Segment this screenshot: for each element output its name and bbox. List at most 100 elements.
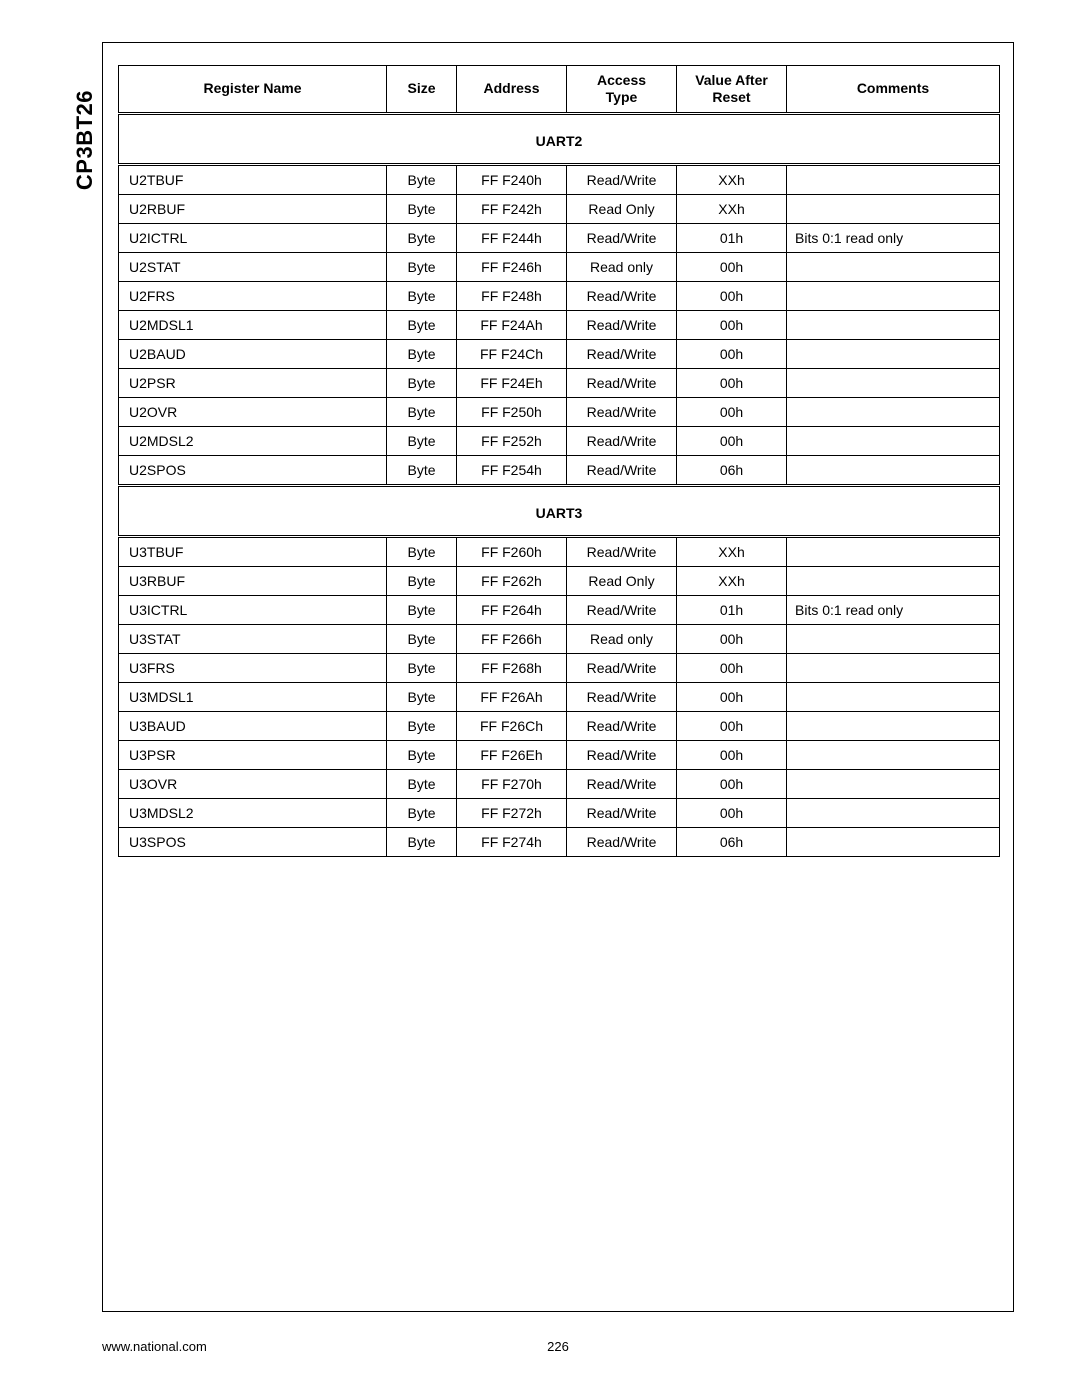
cell-register-name: U2ICTRL xyxy=(119,223,387,252)
cell-register-name: U2TBUF xyxy=(119,164,387,194)
section-header: UART3 xyxy=(119,485,1000,536)
cell-access: Read/Write xyxy=(567,339,677,368)
col-address: Address xyxy=(457,66,567,114)
cell-comment xyxy=(787,426,1000,455)
cell-comment xyxy=(787,281,1000,310)
cell-access: Read/Write xyxy=(567,536,677,566)
table-header: Register Name Size Address AccessType Va… xyxy=(119,66,1000,114)
cell-value: 06h xyxy=(677,827,787,856)
cell-access: Read only xyxy=(567,252,677,281)
cell-access: Read/Write xyxy=(567,653,677,682)
cell-size: Byte xyxy=(387,536,457,566)
cell-size: Byte xyxy=(387,368,457,397)
cell-size: Byte xyxy=(387,281,457,310)
cell-address: FF F250h xyxy=(457,397,567,426)
cell-register-name: U3MDSL1 xyxy=(119,682,387,711)
table-row: U2STATByteFF F246hRead only00h xyxy=(119,252,1000,281)
cell-address: FF F252h xyxy=(457,426,567,455)
cell-address: FF F260h xyxy=(457,536,567,566)
cell-value: 00h xyxy=(677,798,787,827)
cell-value: 00h xyxy=(677,740,787,769)
table-row: U3ICTRLByteFF F264hRead/Write01hBits 0:1… xyxy=(119,595,1000,624)
cell-comment xyxy=(787,310,1000,339)
cell-size: Byte xyxy=(387,252,457,281)
cell-address: FF F24Ch xyxy=(457,339,567,368)
cell-value: 06h xyxy=(677,455,787,485)
cell-size: Byte xyxy=(387,310,457,339)
cell-access: Read/Write xyxy=(567,798,677,827)
cell-register-name: U2PSR xyxy=(119,368,387,397)
cell-comment xyxy=(787,827,1000,856)
page-frame: Register Name Size Address AccessType Va… xyxy=(102,42,1014,1312)
cell-value: 00h xyxy=(677,397,787,426)
table-row: U2TBUFByteFF F240hRead/WriteXXh xyxy=(119,164,1000,194)
cell-address: FF F26Ch xyxy=(457,711,567,740)
table-row: U2BAUDByteFF F24ChRead/Write00h xyxy=(119,339,1000,368)
cell-comment xyxy=(787,536,1000,566)
cell-value: XXh xyxy=(677,536,787,566)
cell-access: Read/Write xyxy=(567,310,677,339)
chip-label: CP3BT26 xyxy=(72,90,98,190)
table-row: U2RBUFByteFF F242hRead OnlyXXh xyxy=(119,194,1000,223)
cell-register-name: U3RBUF xyxy=(119,566,387,595)
cell-size: Byte xyxy=(387,566,457,595)
cell-address: FF F262h xyxy=(457,566,567,595)
col-size: Size xyxy=(387,66,457,114)
cell-address: FF F242h xyxy=(457,194,567,223)
cell-address: FF F272h xyxy=(457,798,567,827)
cell-address: FF F268h xyxy=(457,653,567,682)
cell-access: Read/Write xyxy=(567,368,677,397)
cell-value: 00h xyxy=(677,252,787,281)
cell-value: 01h xyxy=(677,595,787,624)
cell-register-name: U2RBUF xyxy=(119,194,387,223)
cell-access: Read Only xyxy=(567,566,677,595)
table-row: U3FRSByteFF F268hRead/Write00h xyxy=(119,653,1000,682)
cell-value: 00h xyxy=(677,281,787,310)
cell-value: 00h xyxy=(677,682,787,711)
cell-register-name: U3FRS xyxy=(119,653,387,682)
cell-comment xyxy=(787,566,1000,595)
table-row: U3MDSL2ByteFF F272hRead/Write00h xyxy=(119,798,1000,827)
cell-register-name: U3PSR xyxy=(119,740,387,769)
cell-register-name: U3MDSL2 xyxy=(119,798,387,827)
cell-comment xyxy=(787,397,1000,426)
table-row: U2PSRByteFF F24EhRead/Write00h xyxy=(119,368,1000,397)
cell-value: XXh xyxy=(677,164,787,194)
footer-url: www.national.com xyxy=(102,1339,207,1354)
cell-register-name: U2SPOS xyxy=(119,455,387,485)
table-row: U3RBUFByteFF F262hRead OnlyXXh xyxy=(119,566,1000,595)
table-row: U2OVRByteFF F250hRead/Write00h xyxy=(119,397,1000,426)
cell-access: Read/Write xyxy=(567,455,677,485)
cell-register-name: U3ICTRL xyxy=(119,595,387,624)
col-comments: Comments xyxy=(787,66,1000,114)
cell-comment xyxy=(787,740,1000,769)
cell-value: 00h xyxy=(677,426,787,455)
cell-address: FF F246h xyxy=(457,252,567,281)
table-row: U3BAUDByteFF F26ChRead/Write00h xyxy=(119,711,1000,740)
cell-address: FF F244h xyxy=(457,223,567,252)
cell-address: FF F26Eh xyxy=(457,740,567,769)
cell-register-name: U2MDSL1 xyxy=(119,310,387,339)
cell-address: FF F24Ah xyxy=(457,310,567,339)
cell-register-name: U2OVR xyxy=(119,397,387,426)
table-row: U3STATByteFF F266hRead only00h xyxy=(119,624,1000,653)
section-header: UART2 xyxy=(119,113,1000,164)
cell-comment: Bits 0:1 read only xyxy=(787,595,1000,624)
cell-value: XXh xyxy=(677,566,787,595)
cell-address: FF F240h xyxy=(457,164,567,194)
cell-comment xyxy=(787,194,1000,223)
table-row: U3OVRByteFF F270hRead/Write00h xyxy=(119,769,1000,798)
cell-register-name: U3STAT xyxy=(119,624,387,653)
cell-size: Byte xyxy=(387,827,457,856)
cell-comment xyxy=(787,455,1000,485)
table-row: U2MDSL2ByteFF F252hRead/Write00h xyxy=(119,426,1000,455)
cell-address: FF F24Eh xyxy=(457,368,567,397)
table-row: U3PSRByteFF F26EhRead/Write00h xyxy=(119,740,1000,769)
footer-page-number: 226 xyxy=(547,1339,569,1354)
table-row: U2MDSL1ByteFF F24AhRead/Write00h xyxy=(119,310,1000,339)
cell-address: FF F264h xyxy=(457,595,567,624)
cell-size: Byte xyxy=(387,653,457,682)
register-table: Register Name Size Address AccessType Va… xyxy=(118,65,1000,857)
cell-size: Byte xyxy=(387,194,457,223)
col-register-name: Register Name xyxy=(119,66,387,114)
